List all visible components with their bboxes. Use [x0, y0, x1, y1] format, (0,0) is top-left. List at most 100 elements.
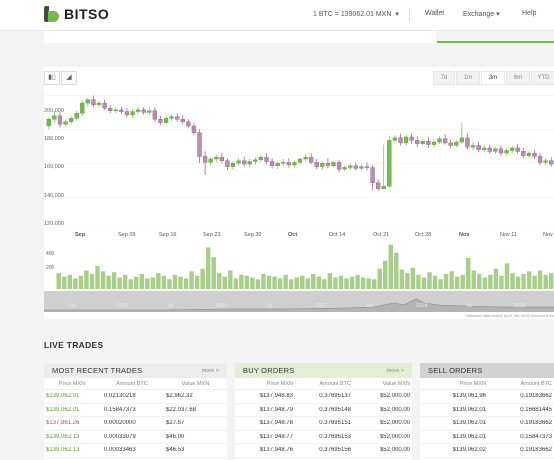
candle-body[interactable]	[415, 140, 420, 144]
candle-body[interactable]	[476, 145, 481, 150]
candle-body[interactable]	[303, 157, 308, 160]
history-navigator[interactable]: Jul 2015 Jul 2016 Jul 2017 Jul 2018 Jul …	[44, 291, 554, 312]
candle-body[interactable]	[370, 167, 375, 183]
candle-body[interactable]	[398, 137, 403, 144]
candle-body[interactable]	[459, 137, 465, 143]
rate-selector[interactable]: 1 BTC = 139062.01 MXN ▾	[313, 10, 399, 18]
candle-body[interactable]	[91, 99, 96, 105]
candle-body[interactable]	[376, 182, 381, 189]
candle-body[interactable]	[269, 161, 275, 166]
candle-body[interactable]	[331, 162, 336, 166]
nav-wallet[interactable]: Wallet	[425, 10, 445, 17]
candle-body[interactable]	[403, 136, 409, 144]
candle-body[interactable]	[448, 142, 453, 146]
candle-body[interactable]	[392, 137, 398, 141]
candle-body[interactable]	[342, 167, 347, 170]
candle-body[interactable]	[186, 121, 191, 127]
candle-body[interactable]	[465, 137, 470, 148]
candle-body[interactable]	[258, 157, 264, 161]
candle-body[interactable]	[135, 109, 141, 112]
buy-orders-more-link[interactable]: more >	[386, 367, 404, 374]
nav-exchange[interactable]: Exchange ▾	[463, 10, 500, 18]
candle-body[interactable]	[253, 159, 258, 162]
candle-body[interactable]	[348, 165, 353, 168]
range-3m[interactable]: 3m	[481, 71, 505, 85]
candle-body[interactable]	[426, 141, 431, 145]
area-chart-icon[interactable]: ◢	[61, 71, 77, 85]
candle-body[interactable]	[96, 102, 102, 105]
candle-body[interactable]	[57, 115, 63, 125]
candle-body[interactable]	[208, 158, 213, 163]
candle-body[interactable]	[225, 160, 230, 167]
candle-body[interactable]	[191, 125, 197, 133]
candle-body[interactable]	[521, 151, 526, 156]
candle-body[interactable]	[320, 163, 325, 167]
range-7d[interactable]: 7d	[433, 71, 455, 85]
candle-body[interactable]	[152, 110, 158, 120]
candle-body[interactable]	[180, 118, 185, 122]
candle-body[interactable]	[275, 163, 280, 166]
candle-body[interactable]	[197, 132, 202, 157]
candle-body[interactable]	[515, 147, 520, 152]
candle-body[interactable]	[141, 109, 146, 113]
candle-body[interactable]	[108, 107, 113, 111]
candle-body[interactable]	[498, 148, 504, 154]
candle-body[interactable]	[68, 118, 74, 122]
candle-body[interactable]	[314, 162, 319, 167]
candle-body[interactable]	[63, 121, 68, 125]
candle-body[interactable]	[74, 113, 79, 119]
candle-body[interactable]	[509, 147, 515, 151]
volume-chart[interactable]	[44, 243, 554, 289]
candle-body[interactable]	[230, 163, 236, 167]
candle-body[interactable]	[286, 162, 291, 166]
candle-body[interactable]	[353, 165, 358, 169]
candle-body[interactable]	[202, 156, 208, 163]
candle-body[interactable]	[297, 158, 303, 163]
candle-body[interactable]	[325, 163, 331, 166]
candle-body[interactable]	[420, 141, 425, 144]
candle-body[interactable]	[113, 109, 118, 112]
candle-body[interactable]	[364, 166, 370, 168]
candle-body[interactable]	[487, 147, 492, 152]
candle-body[interactable]	[242, 160, 247, 165]
candle-body[interactable]	[46, 118, 51, 127]
candle-body[interactable]	[175, 116, 180, 120]
candle-body[interactable]	[236, 160, 241, 164]
candle-body[interactable]	[292, 162, 297, 166]
candle-body[interactable]	[130, 111, 135, 116]
candle-body[interactable]	[504, 150, 509, 154]
candle-body[interactable]	[359, 166, 364, 169]
candle-body[interactable]	[119, 109, 124, 112]
candle-body[interactable]	[537, 156, 543, 163]
candle-body[interactable]	[219, 157, 224, 161]
candle-body[interactable]	[163, 118, 169, 123]
candle-body[interactable]	[147, 110, 152, 113]
candle-body[interactable]	[169, 116, 174, 119]
candle-body[interactable]	[158, 118, 163, 123]
nav-help[interactable]: Help	[522, 10, 537, 17]
candle-body[interactable]	[409, 136, 414, 141]
candle-body[interactable]	[470, 145, 476, 148]
candlestick-icon[interactable]: ▮▯	[44, 71, 60, 85]
candle-body[interactable]	[431, 141, 437, 145]
candle-body[interactable]	[336, 162, 342, 170]
candle-body[interactable]	[437, 138, 442, 143]
candle-body[interactable]	[526, 152, 532, 156]
range-6m[interactable]: 6m	[506, 71, 530, 85]
candle-body[interactable]	[309, 157, 314, 163]
candle-body[interactable]	[102, 102, 107, 109]
candle-body[interactable]	[549, 160, 554, 165]
candle-body[interactable]	[124, 111, 130, 116]
candle-body[interactable]	[247, 161, 252, 165]
candle-body[interactable]	[264, 157, 269, 162]
recent-trades-more-link[interactable]: more >	[201, 367, 219, 374]
candle-body[interactable]	[442, 138, 448, 144]
candle-body[interactable]	[493, 148, 498, 152]
candlestick-chart[interactable]	[44, 87, 554, 231]
bitso-logo[interactable]: BITSO	[44, 6, 109, 22]
candle-body[interactable]	[52, 115, 57, 120]
candle-body[interactable]	[85, 99, 91, 104]
range-1m[interactable]: 1m	[456, 71, 480, 85]
candle-body[interactable]	[532, 152, 537, 157]
candle-body[interactable]	[281, 162, 286, 164]
